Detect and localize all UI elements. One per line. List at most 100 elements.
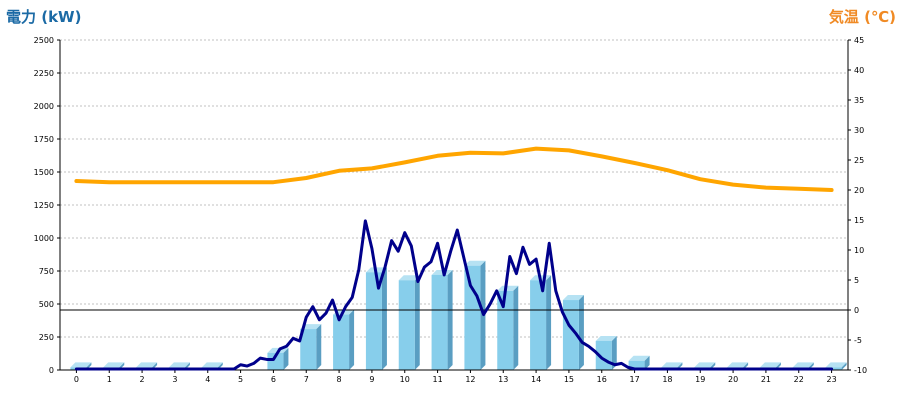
temperature-series <box>74 146 834 192</box>
power-bar-top <box>694 362 716 368</box>
left-tick-label: 2500 <box>34 36 54 45</box>
power-bar-side <box>546 275 552 370</box>
power-bar-side <box>611 335 617 370</box>
right-tick-label: 35 <box>854 96 864 105</box>
power-bar-front <box>825 367 842 370</box>
power-bar-side <box>447 269 453 370</box>
bar-series <box>70 260 847 370</box>
x-tick-label: 9 <box>369 375 374 384</box>
right-tick-label: 25 <box>854 156 864 165</box>
power-bar-front <box>398 280 415 370</box>
power-series <box>74 219 834 371</box>
power-bar-top <box>431 269 453 275</box>
left-tick-label: 250 <box>39 333 54 342</box>
power-bar-top <box>562 295 584 301</box>
x-tick-label: 19 <box>695 375 705 384</box>
x-tick-label: 18 <box>662 375 672 384</box>
power-bar <box>365 267 387 370</box>
power-bar-top <box>497 285 519 291</box>
power-bar-top <box>727 362 749 368</box>
temperature-line <box>74 146 834 192</box>
power-bar-front <box>267 352 284 370</box>
x-tick-label: 3 <box>172 375 177 384</box>
power-bar-side <box>316 324 322 370</box>
tick-labels: 02505007501000125015001750200022502500-1… <box>34 36 867 384</box>
power-bar-side <box>349 309 355 370</box>
power-bar-front <box>333 314 350 370</box>
power-bar-front <box>431 274 448 370</box>
power-bar-side <box>644 355 650 370</box>
power-bar <box>267 347 289 370</box>
x-tick-label: 8 <box>337 375 342 384</box>
power-bar <box>333 309 355 370</box>
right-axis-title: 気温 (℃) <box>829 8 896 26</box>
power-bar <box>825 362 847 370</box>
x-tick-label: 5 <box>238 375 243 384</box>
power-bar-front <box>628 360 645 370</box>
power-bar-top <box>792 362 814 368</box>
right-tick-label: 0 <box>854 306 859 315</box>
x-tick-label: 12 <box>465 375 475 384</box>
left-tick-label: 750 <box>39 267 54 276</box>
power-bar-top <box>628 355 650 361</box>
power-bar-top <box>136 362 158 368</box>
power-bar <box>398 275 420 370</box>
power-bar-top <box>464 260 486 266</box>
left-tick-label: 1500 <box>34 168 54 177</box>
power-bar-top <box>595 335 617 341</box>
power-bar-side <box>414 275 420 370</box>
grid-layer <box>60 39 848 338</box>
power-bar-front <box>530 280 547 370</box>
x-tick-label: 0 <box>74 375 79 384</box>
x-tick-label: 11 <box>432 375 442 384</box>
x-tick-label: 17 <box>629 375 639 384</box>
power-bar-front <box>300 329 317 370</box>
left-tick-label: 2000 <box>34 102 54 111</box>
x-tick-label: 2 <box>140 375 145 384</box>
power-line <box>74 219 834 371</box>
power-bar-front <box>365 272 382 370</box>
left-axis-title: 電力 (kW) <box>6 8 81 26</box>
left-tick-label: 0 <box>49 366 54 375</box>
right-tick-label: 10 <box>854 246 864 255</box>
x-tick-label: 23 <box>826 375 836 384</box>
power-bar-front <box>464 265 481 370</box>
power-bar <box>562 295 584 370</box>
x-tick-label: 4 <box>205 375 210 384</box>
x-tick-label: 15 <box>564 375 574 384</box>
x-tick-label: 6 <box>271 375 276 384</box>
left-tick-label: 2250 <box>34 69 54 78</box>
power-bar-top <box>103 362 125 368</box>
x-tick-label: 16 <box>597 375 607 384</box>
power-bar-side <box>513 285 519 370</box>
power-bar <box>431 269 453 370</box>
left-tick-label: 1000 <box>34 234 54 243</box>
power-bar-front <box>562 300 579 370</box>
power-bar-top <box>661 362 683 368</box>
x-tick-label: 20 <box>728 375 738 384</box>
right-tick-label: 5 <box>854 276 859 285</box>
x-tick-label: 22 <box>794 375 804 384</box>
power-bar-top <box>759 362 781 368</box>
power-bar-side <box>841 362 847 370</box>
power-bar-side <box>578 295 584 370</box>
right-tick-label: 20 <box>854 186 864 195</box>
power-bar-top <box>398 275 420 281</box>
right-tick-label: 40 <box>854 66 864 75</box>
power-bar <box>530 275 552 370</box>
x-tick-label: 13 <box>498 375 508 384</box>
power-bar-front <box>497 290 514 370</box>
power-bar-top <box>168 362 190 368</box>
x-tick-label: 14 <box>531 375 541 384</box>
right-tick-label: 45 <box>854 36 864 45</box>
x-tick-label: 7 <box>304 375 309 384</box>
right-tick-label: -10 <box>854 366 867 375</box>
power-bar <box>628 355 650 370</box>
power-bar-top <box>825 362 847 368</box>
left-tick-label: 500 <box>39 300 54 309</box>
right-tick-label: 30 <box>854 126 864 135</box>
axes <box>57 39 851 373</box>
power-bar-top <box>201 362 223 368</box>
left-tick-label: 1750 <box>34 135 54 144</box>
